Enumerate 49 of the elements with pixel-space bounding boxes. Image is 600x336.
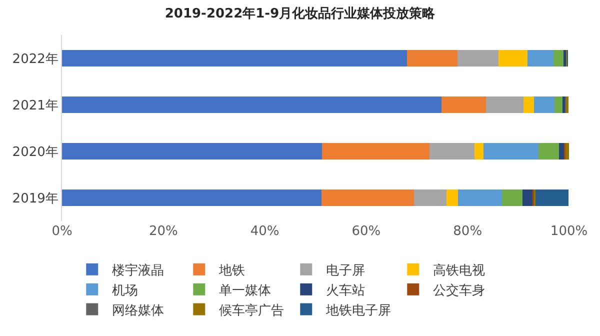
x-tick-label: 100% (550, 224, 588, 239)
bar (430, 142, 475, 160)
x-tick-label: 60% (352, 224, 381, 239)
bar (62, 96, 442, 114)
y-tick-label: 2022年 (12, 52, 58, 67)
legend-label: 地铁电子屏 (325, 303, 392, 318)
x-tick-label: 20% (148, 224, 178, 239)
bar (474, 142, 484, 160)
bar (565, 142, 569, 160)
bar (322, 142, 430, 160)
bar (62, 50, 407, 67)
bar (522, 189, 532, 206)
bar (536, 189, 568, 206)
x-tick-label: 40% (250, 224, 280, 239)
bar (442, 96, 486, 114)
bar (486, 96, 524, 114)
bar (523, 96, 534, 114)
y-tick-label: 2019年 (12, 191, 58, 206)
legend-label: 电子屏 (326, 264, 366, 278)
x-tick-label: 80% (453, 224, 482, 239)
bar (498, 50, 528, 67)
bar (534, 96, 554, 114)
y-tick-label: 2021年 (12, 98, 58, 114)
bar (457, 50, 499, 67)
bar (458, 189, 502, 206)
legend-label: 机场 (112, 283, 138, 298)
legend-label: 高铁电视 (433, 262, 486, 278)
bar (446, 189, 458, 206)
bar (527, 50, 554, 67)
bar (406, 50, 458, 67)
bar (554, 96, 562, 114)
bar (62, 189, 322, 206)
legend-label: 火车站 (326, 283, 366, 298)
bar (483, 142, 539, 160)
bar (62, 142, 322, 160)
legend-label: 单一媒体 (219, 283, 272, 298)
bar (502, 189, 522, 206)
bar (538, 142, 559, 160)
x-tick-label: 0% (52, 224, 72, 239)
y-tick-label: 2020年 (12, 144, 58, 160)
bar (322, 189, 414, 206)
legend-label: 候车亭广告 (219, 302, 284, 318)
legend-label: 楼宇液晶 (112, 262, 164, 278)
bar (414, 189, 446, 206)
legend-label: 公交车身 (433, 282, 486, 298)
bar (553, 50, 564, 67)
chart-title: 2019-2022年1-9月化妆品行业媒体投放策略 (164, 6, 436, 22)
legend-label: 地铁 (218, 264, 246, 278)
legend-label: 网络媒体 (112, 303, 164, 318)
